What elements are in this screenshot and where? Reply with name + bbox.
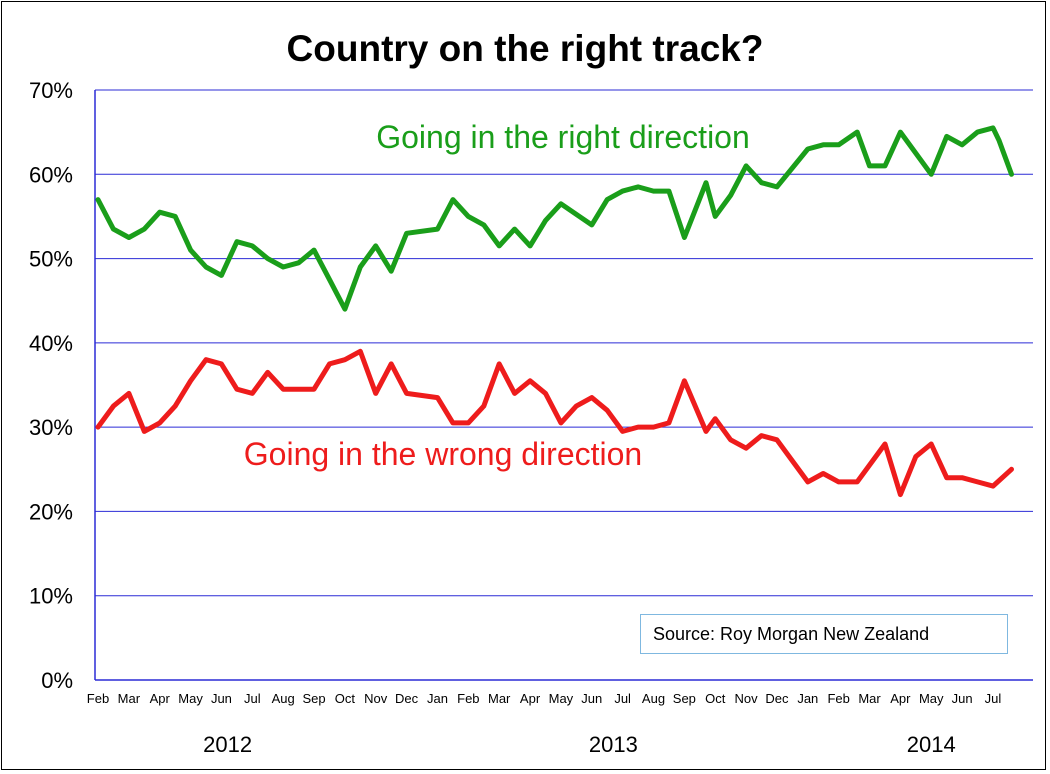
x-tick-label: Dec [395, 691, 419, 706]
x-tick-label: Mar [118, 691, 141, 706]
x-tick-label: Apr [150, 691, 171, 706]
x-tick-label: Sep [302, 691, 325, 706]
y-tick-label: 30% [29, 415, 73, 440]
series-line [95, 348, 1014, 498]
x-tick-label: Sep [673, 691, 696, 706]
gridlines [95, 89, 1033, 597]
x-tick-label: Oct [335, 691, 356, 706]
y-tick-label: 10% [29, 584, 73, 609]
x-tick-label: Jul [614, 691, 631, 706]
x-tick-label: Jul [985, 691, 1002, 706]
series-line [95, 125, 1014, 312]
x-axis: Feb Mar Apr May Jun Jul Aug Sep Oct Nov Dec Jan Feb M… [87, 679, 1033, 757]
x-tick-label: Oct [705, 691, 726, 706]
x-tick-label: Jul [244, 691, 261, 706]
x-tick-label: Jun [211, 691, 232, 706]
series-annotation: Going in the wrong direction [244, 436, 642, 472]
x-tick-label: Feb [87, 691, 109, 706]
y-tick-label: 70% [29, 78, 73, 103]
year-label: 2012 [203, 732, 252, 757]
x-tick-label: Aug [272, 691, 295, 706]
year-label: 2013 [589, 732, 638, 757]
y-tick-label: 20% [29, 499, 73, 524]
series-annotation: Going in the right direction [376, 119, 750, 155]
x-tick-label: Jun [952, 691, 973, 706]
x-tick-label: May [178, 691, 203, 706]
y-axis: 0% 10% 20% 30% 40% 50% 60% 70% [29, 78, 96, 693]
y-tick-label: 40% [29, 331, 73, 356]
x-tick-label: Apr [890, 691, 911, 706]
x-tick-label: May [549, 691, 574, 706]
x-tick-label: Apr [520, 691, 541, 706]
y-tick-label: 50% [29, 247, 73, 272]
x-tick-label: Feb [457, 691, 479, 706]
x-tick-label: Jan [797, 691, 818, 706]
x-tick-label: Mar [858, 691, 881, 706]
x-tick-label: Aug [642, 691, 665, 706]
chart-title: Country on the right track? [286, 28, 764, 69]
source-note: Source: Roy Morgan New Zealand [640, 614, 1008, 654]
series-lines [95, 125, 1014, 498]
x-tick-label: Mar [488, 691, 511, 706]
year-label: 2014 [907, 732, 956, 757]
x-tick-label: Jun [581, 691, 602, 706]
x-tick-label: Nov [735, 691, 759, 706]
x-tick-label: Dec [765, 691, 789, 706]
x-tick-label: Nov [364, 691, 388, 706]
y-tick-label: 0% [41, 668, 73, 693]
x-tick-label: May [919, 691, 944, 706]
x-tick-label: Jan [427, 691, 448, 706]
x-tick-label: Feb [827, 691, 849, 706]
annotations: Going in the right direction Going in the… [244, 119, 750, 472]
y-tick-label: 60% [29, 162, 73, 187]
